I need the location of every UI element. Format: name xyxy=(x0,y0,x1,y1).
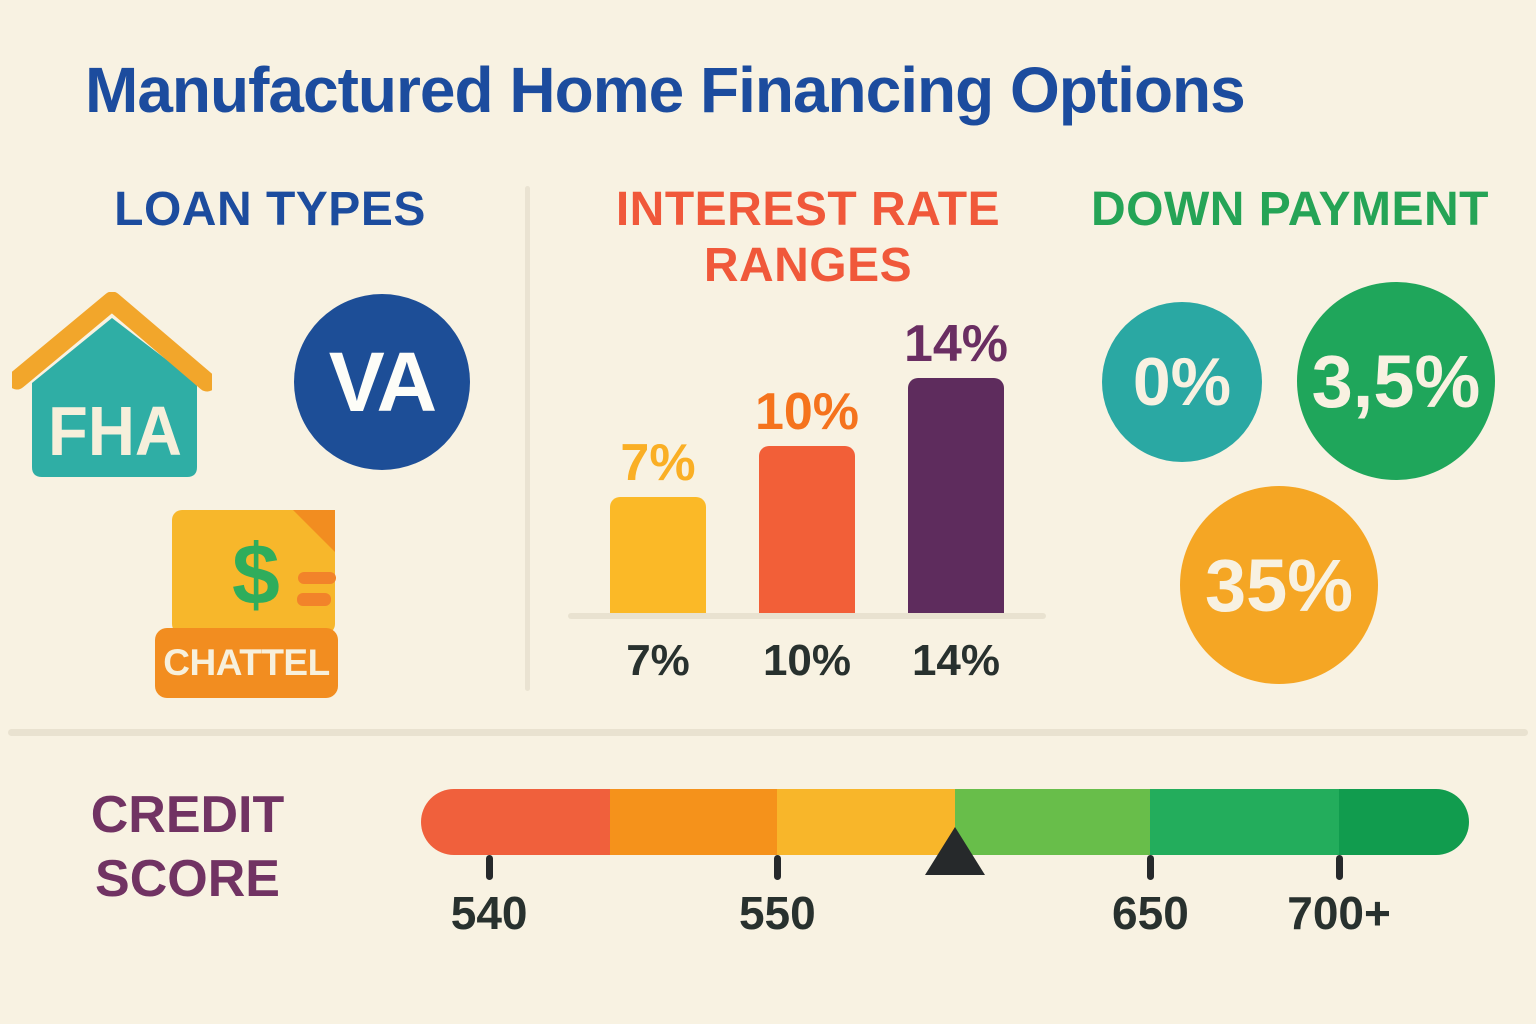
bar-10-percent xyxy=(759,446,855,617)
interest-rate-heading: INTEREST RATE RANGES xyxy=(598,182,1018,294)
down-payment-value-0: 0% xyxy=(1132,344,1232,420)
loan-types-heading: LOAN TYPES xyxy=(114,183,426,236)
bar-value-label-10: 10% xyxy=(754,383,860,441)
interest-rate-heading-line1: INTEREST RATE xyxy=(615,183,1001,236)
horizontal-divider xyxy=(8,729,1528,736)
credit-score-heading-line1: CREDIT xyxy=(90,786,285,844)
credit-label-650: 650 xyxy=(1112,887,1189,939)
chattel-banner: CHATTEL xyxy=(155,628,338,698)
dollar-sign-icon: $ xyxy=(232,527,280,623)
chattel-document-icon: $ CHATTEL xyxy=(152,508,342,703)
down-payment-circle-3-5: 3,5% xyxy=(1297,282,1495,480)
fha-house-body xyxy=(32,318,197,477)
fha-house-icon: FHA xyxy=(7,291,217,484)
credit-label-540: 540 xyxy=(450,887,528,939)
va-badge-icon: VA xyxy=(294,294,470,470)
page-title: Manufactured Home Financing Options xyxy=(85,54,1246,126)
credit-tick-700 xyxy=(1335,855,1343,880)
credit-label-700: 700+ xyxy=(1287,887,1391,939)
credit-score-heading: CREDIT SCORE xyxy=(60,783,315,911)
fha-house-roof xyxy=(7,291,217,392)
bar-7-percent xyxy=(610,497,706,617)
credit-scale-segment xyxy=(609,789,778,855)
credit-scale-segment xyxy=(1150,789,1339,855)
credit-marker-triangle-icon xyxy=(925,827,986,875)
bar-value-label-14: 14% xyxy=(903,315,1009,373)
credit-scale-segment xyxy=(955,789,1151,855)
axis-label-10: 10% xyxy=(762,636,852,685)
va-label: VA xyxy=(328,334,437,429)
interest-rate-heading-line2: RANGES xyxy=(703,239,913,292)
credit-tick-650 xyxy=(1146,855,1154,880)
credit-score-heading-line2: SCORE xyxy=(95,850,280,908)
credit-label-550: 550 xyxy=(738,887,816,939)
down-payment-circle-0: 0% xyxy=(1102,302,1262,462)
axis-label-7: 7% xyxy=(626,636,690,685)
chattel-text-line-icon xyxy=(298,572,336,584)
chattel-text-line-icon xyxy=(297,593,331,606)
bar-value-label-7: 7% xyxy=(620,434,696,492)
bar-14-percent xyxy=(908,378,1004,617)
credit-scale-segment xyxy=(1339,789,1469,855)
credit-tick-540 xyxy=(485,855,493,880)
down-payment-circle-35: 35% xyxy=(1180,486,1378,684)
down-payment-heading: DOWN PAYMENT xyxy=(1090,183,1489,236)
chattel-folded-corner-icon xyxy=(293,510,335,552)
down-payment-value-3-5: 3,5% xyxy=(1311,339,1481,423)
axis-label-14: 14% xyxy=(911,636,1001,685)
credit-scale-track xyxy=(421,789,1469,855)
down-payment-value-35: 35% xyxy=(1204,543,1354,627)
credit-tick-550 xyxy=(773,855,781,880)
chattel-doc-body: $ xyxy=(172,510,336,634)
chattel-label: CHATTEL xyxy=(163,642,330,683)
credit-scale-segment xyxy=(421,789,610,855)
bar-chart-baseline xyxy=(568,613,1046,619)
fha-label: FHA xyxy=(48,392,182,470)
vertical-divider xyxy=(525,186,530,691)
